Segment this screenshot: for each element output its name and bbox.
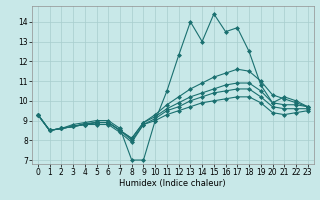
X-axis label: Humidex (Indice chaleur): Humidex (Indice chaleur) — [119, 179, 226, 188]
